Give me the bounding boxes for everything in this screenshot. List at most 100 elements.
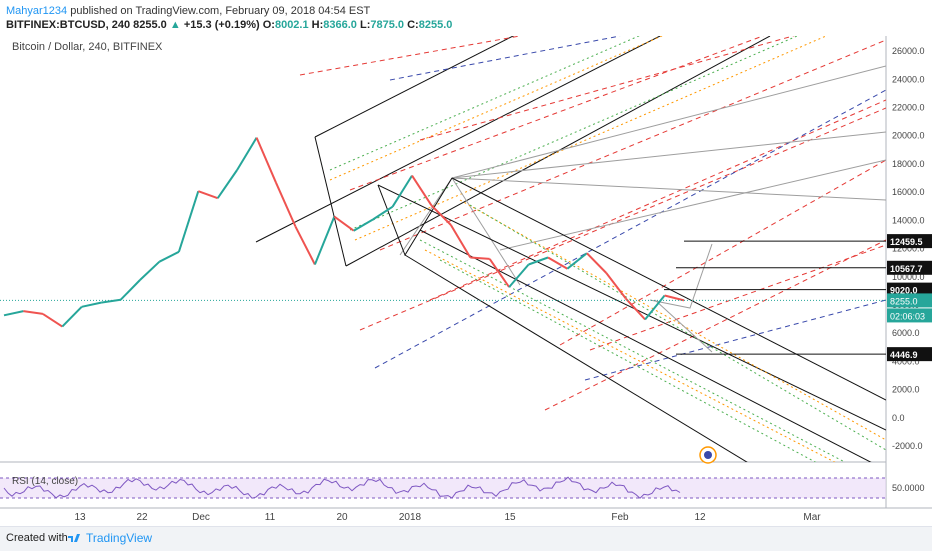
price-segment [566, 252, 588, 270]
last-price: 8255.0 [133, 19, 167, 31]
dashed-channel [299, 36, 521, 76]
price-tag-label: 10567.7 [890, 264, 923, 274]
pitchfork-line [404, 254, 748, 462]
price-segment [236, 137, 258, 171]
created-with-text: Created with [6, 532, 68, 544]
price-segment [488, 258, 510, 288]
price-tag-label: 4446.9 [890, 350, 918, 360]
price-segment [470, 256, 490, 260]
price-segment [139, 260, 161, 281]
fib-line [469, 204, 886, 451]
price-segment [605, 272, 627, 300]
price-tag [887, 282, 932, 297]
price-tag [887, 260, 932, 275]
projection-path [654, 299, 713, 353]
open-label: O: [262, 19, 275, 31]
fib-line [349, 36, 799, 231]
y-tick-label: 22000.0 [892, 103, 925, 113]
price-segment [23, 310, 44, 315]
countdown-label: 02:06:03 [890, 311, 925, 321]
price-segment [275, 182, 297, 227]
price-tag-label: 12459.5 [890, 237, 923, 247]
y-tick-label: 18000.0 [892, 159, 925, 169]
dashed-channel [389, 36, 621, 81]
pitchfork-line [314, 36, 515, 138]
x-tick-label: Feb [611, 512, 629, 523]
x-tick-label: 22 [136, 512, 148, 523]
price-segment [61, 306, 83, 328]
y-tick-label: 14000.0 [892, 215, 925, 225]
price-segment [547, 256, 568, 270]
price-segment [313, 216, 336, 265]
price-segment [255, 137, 277, 184]
price-segment [81, 301, 102, 308]
price-segment [644, 294, 666, 321]
price-segment [3, 310, 24, 317]
fib-line [459, 199, 886, 441]
drawing-layer [0, 36, 886, 462]
price-tag [887, 234, 932, 249]
x-tick-label: Mar [803, 512, 821, 523]
price-tag [887, 293, 932, 308]
dashed-channel [589, 244, 886, 351]
y-tick-label: 10000.0 [892, 272, 925, 282]
symbol-header: BITFINEX:BTCUSD, 240 8255.0 ▲ +15.3 (+0.… [6, 19, 452, 31]
countdown-tag [887, 308, 932, 323]
x-tick-label: 20 [336, 512, 348, 523]
y-tick-label: 2000.0 [892, 385, 920, 395]
rsi-band [0, 478, 886, 498]
price-segment [664, 294, 685, 302]
publish-header: Mahyar1234 published on TradingView.com,… [6, 5, 370, 17]
y-tick-label: 12000.0 [892, 244, 925, 254]
fan-line [451, 65, 886, 179]
close-label: C: [407, 19, 419, 31]
dashed-channel [374, 89, 886, 369]
x-tick-label: 12 [694, 512, 706, 523]
event-flag-icon [704, 451, 712, 459]
x-tick-label: Dec [192, 512, 210, 523]
high-value: 8366.0 [323, 19, 357, 31]
price-tag-label: 9020.0 [890, 286, 918, 296]
price-tag [887, 347, 932, 362]
y-tick-label: 20000.0 [892, 131, 925, 141]
x-tick-label: 11 [265, 512, 276, 523]
price-segment [333, 215, 355, 232]
price-segment [177, 190, 200, 253]
pitchfork-line [314, 136, 347, 267]
low-value: 7875.0 [370, 19, 405, 31]
projection-path [649, 243, 713, 309]
price-segment [624, 297, 646, 321]
chart-title: Bitcoin / Dollar, 240, BITFINEX [12, 41, 163, 53]
rsi-line [3, 476, 681, 499]
footer-bar: Created with TradingView [0, 526, 932, 551]
fib-line [439, 259, 817, 462]
y-tick-label: 24000.0 [892, 74, 925, 84]
price-tag-label: 8255.0 [890, 296, 918, 306]
fib-line [354, 36, 828, 241]
y-tick-label: 26000.0 [892, 46, 925, 56]
price-segment [430, 204, 452, 226]
x-tick-label: 13 [74, 512, 86, 523]
tradingview-logo-icon [68, 534, 80, 542]
y-tick-label: 6000.0 [892, 328, 920, 338]
tradingview-brand[interactable]: TradingView [86, 531, 153, 545]
y-tick-label: 16000.0 [892, 187, 925, 197]
price-segment [42, 313, 63, 328]
price-segment [372, 205, 394, 221]
high-label: H: [311, 19, 324, 31]
price-segment [353, 218, 374, 232]
pitchfork-line [377, 184, 886, 431]
author-link[interactable]: Mahyar1234 [6, 5, 68, 17]
dashed-channel [584, 299, 886, 381]
price-change: +15.3 (+0.19%) [183, 19, 260, 31]
price-segment [294, 225, 316, 265]
y-tick-label: 4000.0 [892, 356, 920, 366]
price-segment [391, 175, 413, 208]
x-tick-label: 2018 [399, 512, 422, 523]
dashed-channel [544, 239, 886, 411]
price-segment [586, 252, 608, 274]
up-triangle-icon: ▲ [169, 19, 181, 31]
price-segment [411, 175, 433, 206]
published-text: published on TradingView.com, February 0… [70, 5, 371, 17]
